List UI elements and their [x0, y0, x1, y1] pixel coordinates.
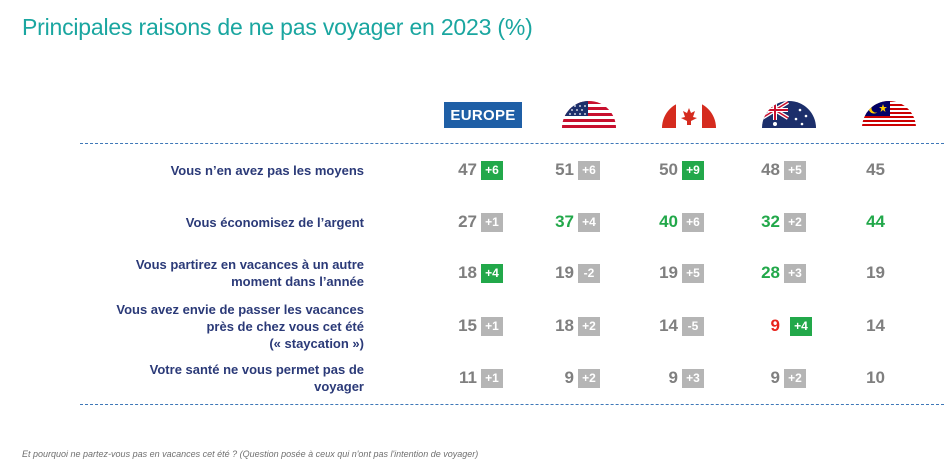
- table-cell: 11 +1: [449, 367, 503, 389]
- cell-value: 9: [668, 368, 678, 387]
- change-badge: +2: [578, 368, 600, 388]
- change-badge: +2: [784, 368, 806, 388]
- cell-value: 19: [866, 263, 885, 282]
- top-divider: [80, 143, 944, 144]
- change-badge: +4: [481, 263, 503, 283]
- change-badge: +4: [790, 316, 812, 336]
- usa-flag-icon: [562, 101, 616, 128]
- table-cell: 37 +4: [546, 211, 600, 233]
- cell-value: 44: [866, 212, 885, 231]
- cell-value: 19: [555, 263, 574, 282]
- row-label: Vous partirez en vacances à un autre mome…: [74, 256, 364, 290]
- row-label: Vous avez envie de passer les vacances pr…: [74, 301, 364, 352]
- cell-value: 50: [659, 160, 678, 179]
- cell-value: 9: [770, 368, 780, 387]
- change-badge: -5: [682, 316, 704, 336]
- cell-value: 40: [659, 212, 678, 231]
- table-cell: 45: [857, 159, 885, 181]
- change-badge: -2: [578, 263, 600, 283]
- change-badge: +1: [481, 212, 503, 232]
- cell-value: 27: [458, 212, 477, 231]
- table-cell: 9 +2: [546, 367, 600, 389]
- canada-flag-icon: [662, 101, 716, 128]
- table-cell: 9 +4: [752, 315, 812, 337]
- change-badge: +6: [481, 160, 503, 180]
- cell-value: 18: [458, 263, 477, 282]
- cell-value: 14: [866, 316, 885, 335]
- change-badge: +5: [682, 263, 704, 283]
- table-cell: 19: [857, 262, 885, 284]
- change-badge: +6: [578, 160, 600, 180]
- cell-value: 19: [659, 263, 678, 282]
- cell-value: 9: [564, 368, 574, 387]
- table-cell: 18 +4: [449, 262, 503, 284]
- row-label: Vous n’en avez pas les moyens: [74, 162, 364, 179]
- cell-value: 47: [458, 160, 477, 179]
- change-badge: +3: [682, 368, 704, 388]
- table-cell: 48 +5: [752, 159, 806, 181]
- table-cell: 9 +2: [752, 367, 806, 389]
- row-label-line: (« staycation »): [269, 335, 364, 351]
- cell-value: 45: [866, 160, 885, 179]
- change-badge: +1: [481, 316, 503, 336]
- table-cell: 19 +5: [650, 262, 704, 284]
- table-cell: 28 +3: [752, 262, 806, 284]
- row-label: Vous économisez de l’argent: [74, 214, 364, 231]
- cell-value: 32: [761, 212, 780, 231]
- table-cell: 47 +6: [449, 159, 503, 181]
- europe-badge: EUROPE: [444, 102, 522, 128]
- cell-value: 15: [458, 316, 477, 335]
- table-cell: 18 +2: [546, 315, 600, 337]
- row-label: Votre santé ne vous permet pas de voyager: [74, 361, 364, 395]
- bottom-divider: [80, 404, 944, 405]
- row-label-line: près de chez vous cet été: [206, 318, 364, 334]
- australia-flag-icon: [762, 101, 816, 128]
- cell-value: 18: [555, 316, 574, 335]
- cell-value: 10: [866, 368, 885, 387]
- change-badge: +2: [578, 316, 600, 336]
- row-label-line: Vous économisez de l’argent: [185, 214, 364, 230]
- table-cell: 50 +9: [650, 159, 704, 181]
- table-cell: 32 +2: [752, 211, 806, 233]
- change-badge: +2: [784, 212, 806, 232]
- footnote: Et pourquoi ne partez-vous pas en vacanc…: [22, 449, 479, 459]
- table-cell: 14 -5: [650, 315, 704, 337]
- row-label-line: Vous partirez en vacances à un autre: [135, 257, 364, 272]
- row-label-line: voyager: [314, 379, 364, 394]
- table-cell: 15 +1: [449, 315, 503, 337]
- cell-value: 28: [761, 263, 780, 282]
- cell-value: 48: [761, 160, 780, 179]
- table-cell: 9 +3: [650, 367, 704, 389]
- table-cell: 51 +6: [546, 159, 600, 181]
- table-cell: 44: [857, 211, 885, 233]
- change-badge: +9: [682, 160, 704, 180]
- table-cell: 14: [857, 315, 885, 337]
- chart-title: Principales raisons de ne pas voyager en…: [22, 14, 533, 40]
- cell-value: 14: [659, 316, 678, 335]
- row-label-line: Vous avez envie de passer les vacances: [116, 301, 364, 317]
- table-cell: 27 +1: [449, 211, 503, 233]
- change-badge: +3: [784, 263, 806, 283]
- table-cell: 40 +6: [650, 211, 704, 233]
- change-badge: +5: [784, 160, 806, 180]
- change-badge: +4: [578, 212, 600, 232]
- cell-value: 37: [555, 212, 574, 231]
- cell-value: 9: [770, 316, 780, 335]
- row-label-line: Vous n’en avez pas les moyens: [170, 162, 364, 178]
- change-badge: +1: [481, 368, 503, 388]
- change-badge: +6: [682, 212, 704, 232]
- table-cell: 10: [857, 367, 885, 389]
- row-label-line: Votre santé ne vous permet pas de: [149, 362, 364, 377]
- malaysia-flag-icon: [862, 101, 916, 128]
- cell-value: 11: [459, 368, 477, 387]
- cell-value: 51: [555, 160, 574, 179]
- row-label-line: moment dans l’année: [231, 274, 364, 289]
- table-cell: 19 -2: [546, 262, 600, 284]
